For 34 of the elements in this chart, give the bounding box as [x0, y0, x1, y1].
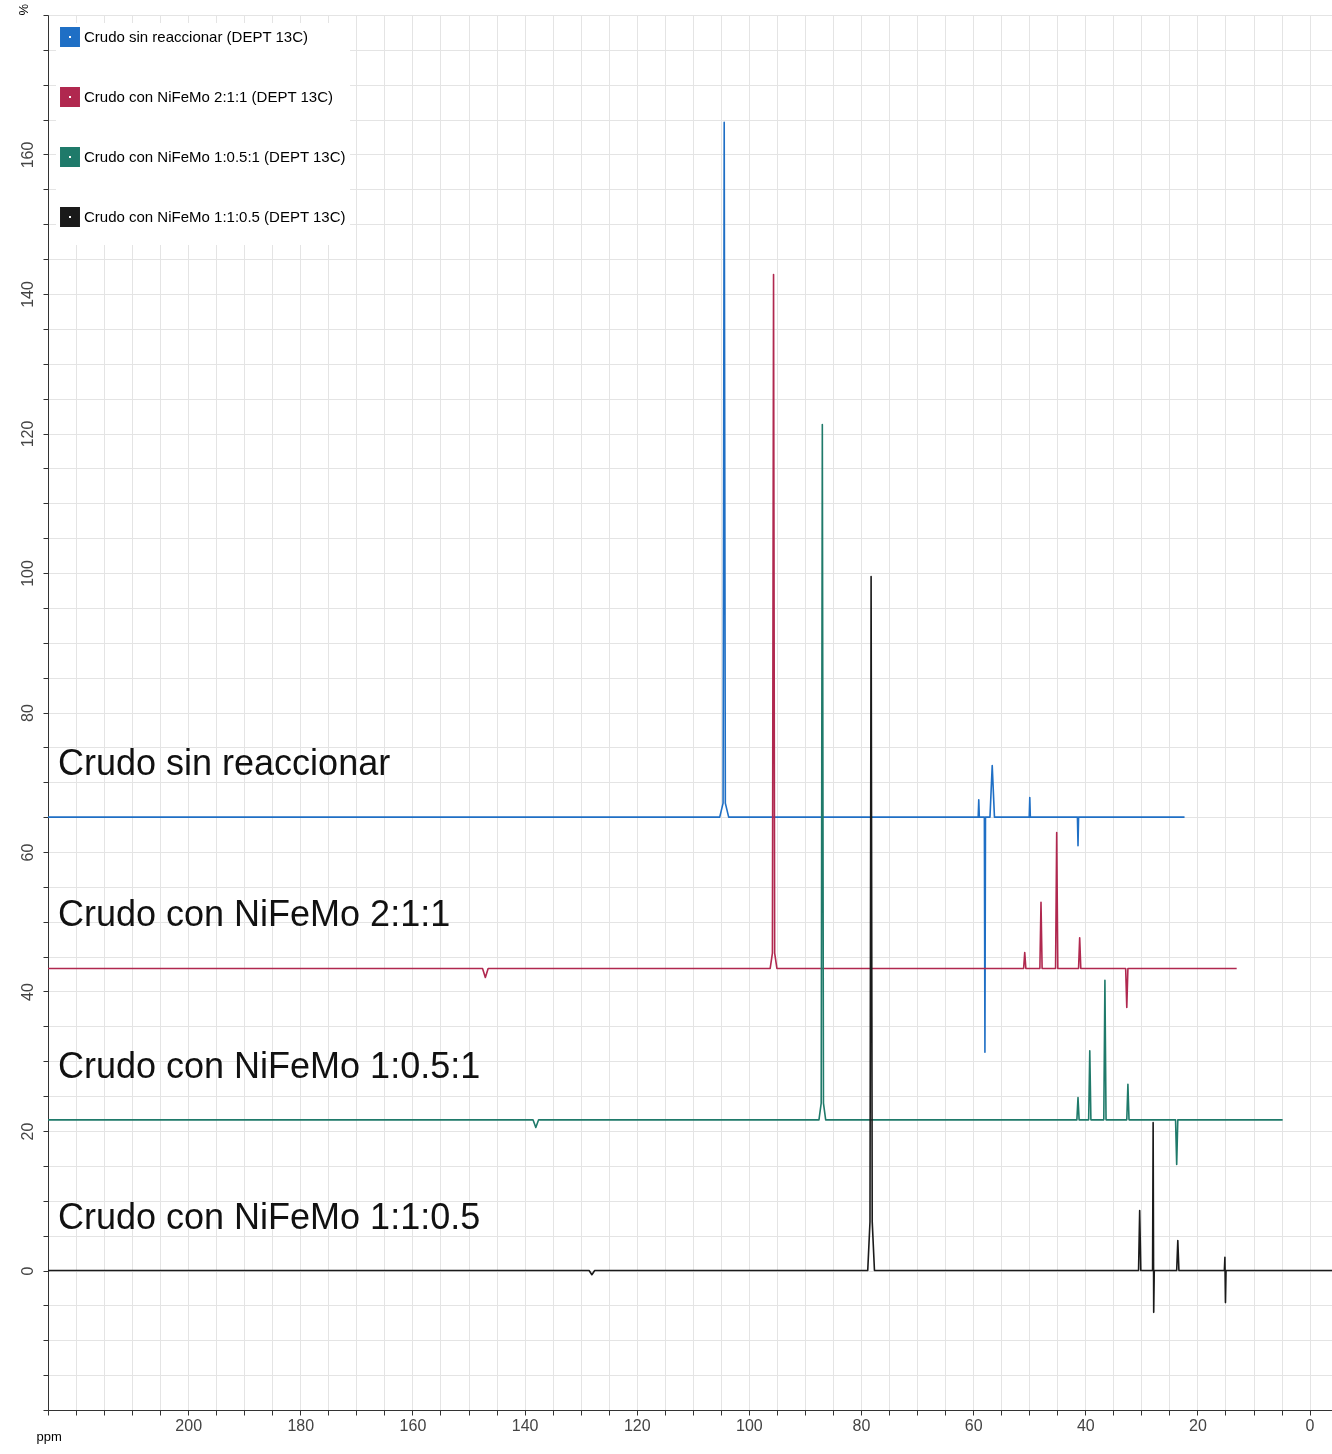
line-series [48, 423, 1284, 1166]
legend-label: Crudo con NiFeMo 1:1:0.5 (DEPT 13C) [84, 208, 346, 225]
x-tick-label: 100 [736, 1416, 763, 1434]
y-tick-label: 20 [18, 1122, 36, 1141]
y-tick-label: 120 [18, 420, 36, 448]
x-tick-label: 140 [511, 1416, 539, 1434]
y-tick-label: 0 [18, 1266, 36, 1276]
y-tick-label: 60 [18, 843, 36, 862]
annotation: Crudo con NiFeMo 1:0.5:1 [58, 1044, 481, 1086]
x-tick-label: 40 [1076, 1416, 1095, 1434]
legend-label: Crudo sin reaccionar (DEPT 13C) [84, 28, 308, 45]
y-tick-label: 160 [18, 141, 36, 169]
legend-label: Crudo con NiFeMo 1:0.5:1 (DEPT 13C) [84, 148, 346, 165]
annotation: Crudo con NiFeMo 2:1:1 [58, 893, 451, 935]
x-tick-label: 20 [1189, 1416, 1207, 1434]
y-tick-label: 140 [18, 281, 36, 308]
x-tick-label: 80 [852, 1416, 871, 1434]
y-tick-label: 40 [18, 983, 36, 1001]
x-tick-label: 0 [1305, 1416, 1315, 1434]
line-series [48, 121, 1186, 1053]
line-series [48, 273, 1238, 1009]
annotation: Crudo sin reaccionar [58, 742, 391, 784]
x-tick-label: 200 [175, 1416, 203, 1434]
annotation: Crudo con NiFeMo 1:1:0.5 [58, 1195, 481, 1237]
y-tick-label: 80 [18, 704, 36, 722]
y-axis-title: % [15, 3, 31, 16]
legend-label: Crudo con NiFeMo 2:1:1 (DEPT 13C) [84, 88, 333, 105]
x-axis-title: ppm [36, 1428, 62, 1444]
y-tick-label: 100 [18, 560, 36, 587]
x-tick-label: 180 [287, 1416, 315, 1434]
x-tick-label: 160 [399, 1416, 427, 1434]
x-tick-label: 120 [623, 1416, 651, 1434]
line-series [48, 575, 1332, 1314]
x-tick-label: 60 [964, 1416, 983, 1434]
